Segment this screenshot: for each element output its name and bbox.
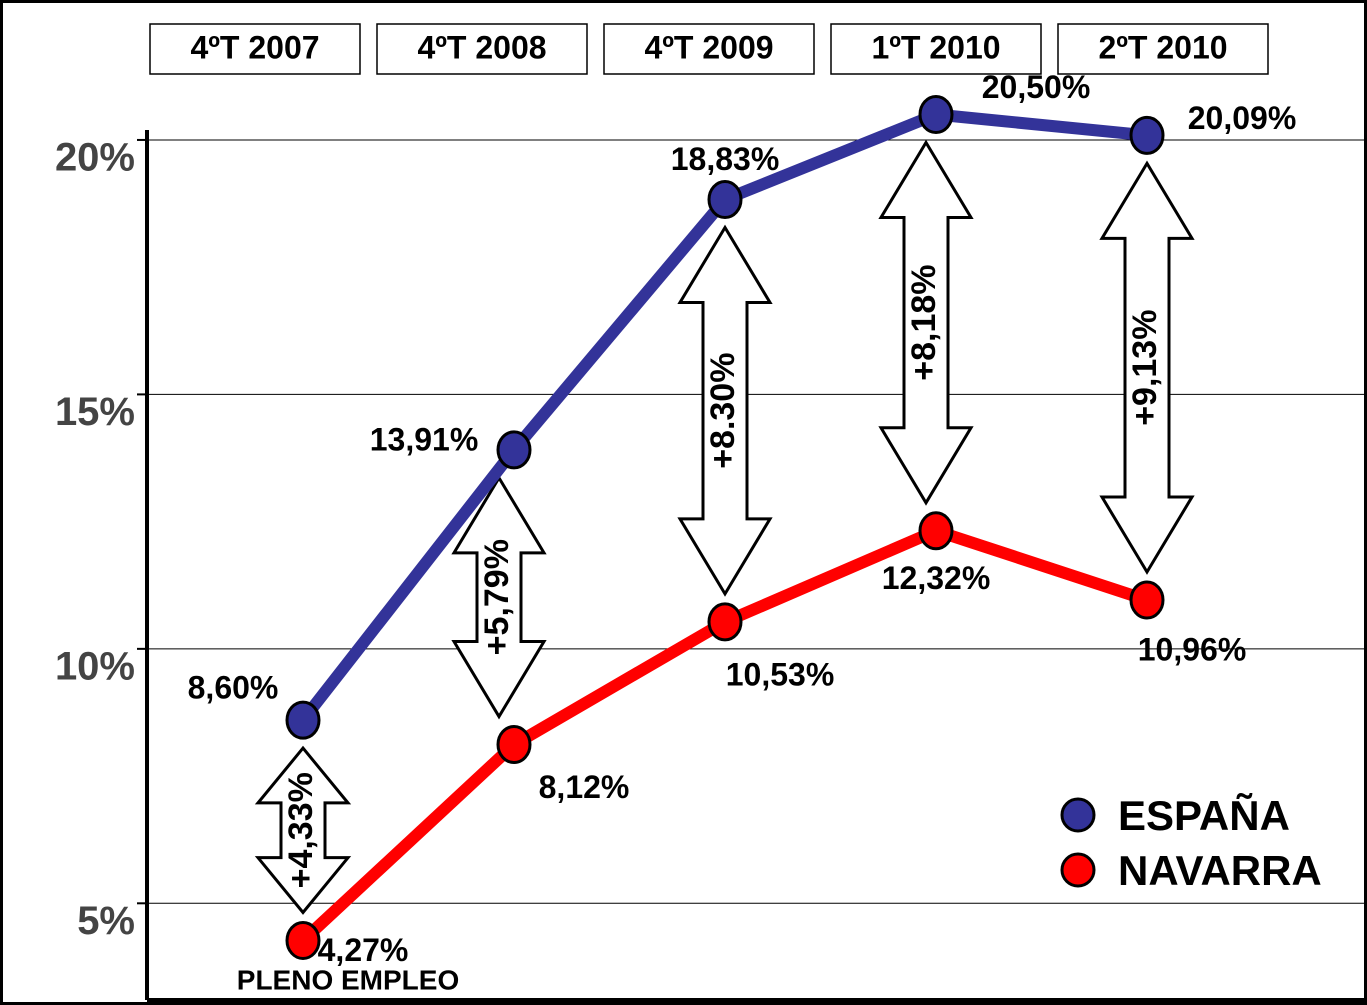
marker — [496, 725, 532, 765]
x-tick-label: 4ºT 2009 — [644, 29, 773, 65]
difference-arrow — [878, 139, 974, 506]
x-tick-label: 4ºT 2007 — [190, 29, 319, 65]
category-box — [376, 23, 588, 75]
difference-arrow — [451, 474, 547, 720]
data-label: 13,91% — [370, 421, 479, 457]
difference-label: +5,79% — [478, 539, 516, 655]
data-label: 20,50% — [982, 69, 1091, 105]
data-label: 18,83% — [671, 141, 780, 177]
legend-label: ESPAÑA — [1118, 792, 1290, 839]
category-box — [830, 23, 1042, 75]
marker — [285, 700, 321, 740]
legend-marker — [1060, 852, 1096, 888]
legend-label: NAVARRA — [1118, 847, 1322, 894]
difference-arrow — [677, 224, 773, 597]
marker — [707, 179, 743, 219]
marker — [1129, 115, 1165, 155]
x-tick-label: 4ºT 2008 — [417, 29, 546, 65]
marker — [918, 511, 954, 551]
marker — [285, 920, 321, 960]
data-label: 20,09% — [1188, 100, 1297, 136]
difference-arrow — [1099, 160, 1195, 575]
marker — [1129, 580, 1165, 620]
data-label: 12,32% — [882, 560, 991, 596]
y-tick-label: 10% — [55, 644, 135, 688]
marker — [707, 602, 743, 642]
marker — [918, 95, 954, 135]
difference-label: +4,33% — [282, 772, 320, 888]
data-label: 8,60% — [188, 670, 279, 706]
category-box — [603, 23, 815, 75]
y-tick-label: 15% — [55, 390, 135, 434]
difference-label: +8,18% — [905, 265, 943, 381]
marker — [496, 430, 532, 470]
y-tick-label: 5% — [77, 899, 135, 943]
annotation: PLENO EMPLEO — [237, 964, 459, 995]
data-label: 8,12% — [539, 769, 630, 805]
data-label: 10,96% — [1138, 631, 1247, 667]
data-label: 10,53% — [726, 656, 835, 692]
x-tick-label: 2ºT 2010 — [1098, 29, 1227, 65]
difference-arrow — [254, 745, 352, 915]
legend-marker — [1060, 797, 1096, 833]
category-box — [1057, 23, 1269, 75]
data-label: 4,27% — [318, 932, 409, 968]
category-box — [149, 23, 361, 75]
difference-label: +8.30% — [704, 353, 742, 469]
x-tick-label: 1ºT 2010 — [871, 29, 1000, 65]
difference-label: +9,13% — [1126, 310, 1164, 426]
y-tick-label: 20% — [55, 136, 135, 180]
